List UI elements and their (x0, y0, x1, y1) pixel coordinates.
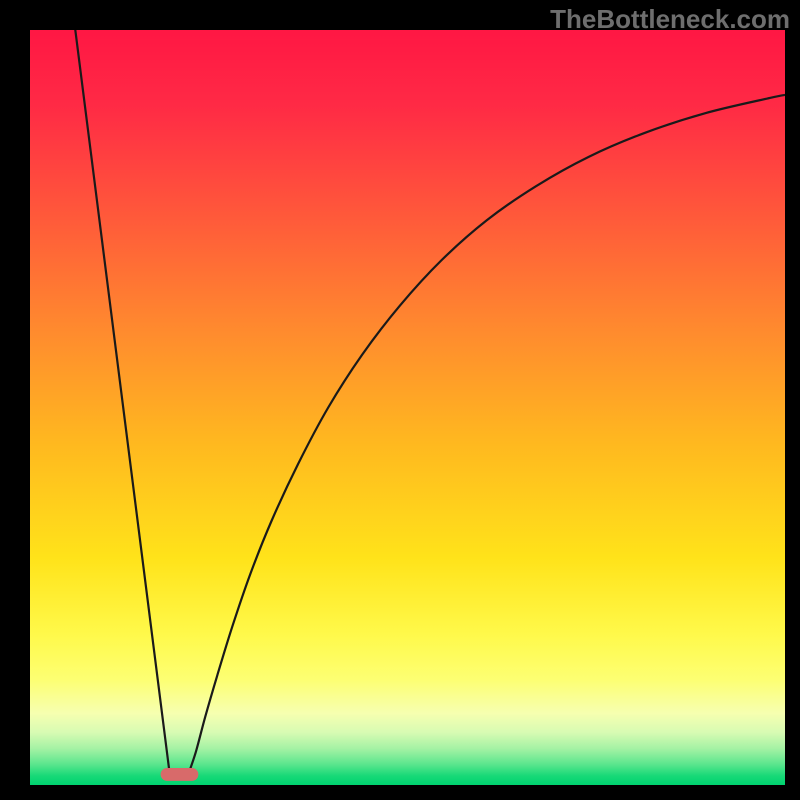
plot-svg (30, 30, 785, 785)
watermark-text: TheBottleneck.com (550, 4, 790, 35)
optimal-marker (161, 768, 199, 781)
chart-container: TheBottleneck.com (0, 0, 800, 800)
plot-area (30, 30, 785, 785)
gradient-background (30, 30, 785, 785)
